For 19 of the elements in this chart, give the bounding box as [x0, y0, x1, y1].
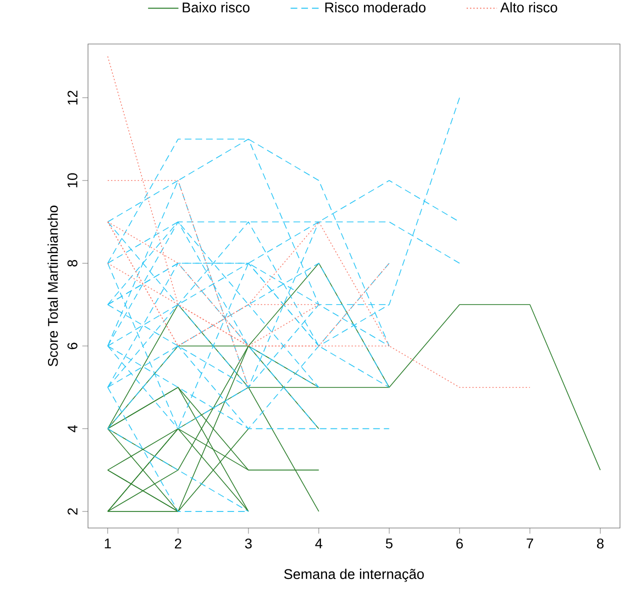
y-tick-label: 8 [67, 260, 78, 267]
legend-label: Alto risco [500, 2, 558, 12]
x-tick-label: 4 [315, 538, 322, 548]
x-tick-label: 5 [386, 538, 392, 548]
y-tick-label: 4 [68, 425, 78, 432]
legend-label: Risco moderado [325, 2, 426, 12]
y-tick-label: 6 [67, 342, 78, 350]
y-tick-label: 2 [68, 508, 78, 515]
x-tick-label: 3 [245, 538, 252, 549]
y-axis-title: Score Total Martinbiancho [48, 206, 58, 366]
x-tick-label: 1 [104, 538, 111, 548]
x-tick-label: 2 [174, 538, 182, 548]
y-tick-label: 10 [67, 173, 78, 188]
y-tick-label: 12 [68, 90, 78, 104]
x-tick-label: 6 [456, 538, 463, 549]
x-tick-label: 7 [526, 538, 534, 548]
x-axis-title: Semana de internação [284, 568, 424, 582]
legend-label: Baixo risco [182, 2, 250, 12]
x-tick-label: 8 [597, 538, 604, 549]
